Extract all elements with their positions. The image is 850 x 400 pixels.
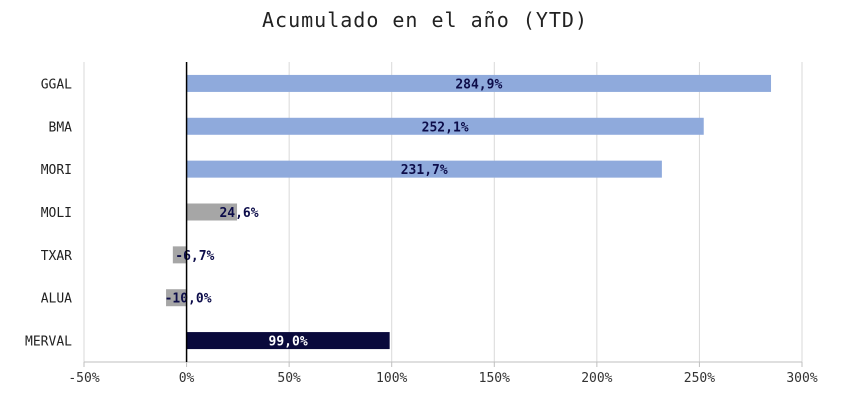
category-label: GGAL xyxy=(41,77,72,92)
bar-alua xyxy=(166,289,187,307)
x-tick-label: 250% xyxy=(684,371,715,386)
bar-merval xyxy=(186,332,390,350)
x-tick-label: -50% xyxy=(68,371,99,386)
bar-mori xyxy=(186,160,662,178)
x-tick-label: 100% xyxy=(376,371,407,386)
data-label: 231,7% xyxy=(401,163,448,178)
category-label: MERVAL xyxy=(25,335,72,350)
category-label: ALUA xyxy=(41,292,72,307)
data-label: 284,9% xyxy=(455,77,502,92)
data-label: -6,7% xyxy=(175,249,214,264)
x-tick-label: 50% xyxy=(277,371,301,386)
bar-bma xyxy=(186,117,704,135)
data-label: 99,0% xyxy=(269,335,308,350)
x-tick-label: 200% xyxy=(581,371,612,386)
data-label: 24,6% xyxy=(219,206,258,221)
data-label: -10,0% xyxy=(165,292,212,307)
bar-ggal xyxy=(186,74,772,92)
bar-txar xyxy=(172,246,187,264)
x-tick-label: 300% xyxy=(786,371,817,386)
category-label: BMA xyxy=(49,120,73,135)
category-label: MOLI xyxy=(41,206,72,221)
data-label: 252,1% xyxy=(422,120,469,135)
category-label: TXAR xyxy=(41,249,72,264)
chart-title: Acumulado en el año (YTD) xyxy=(261,8,589,32)
category-label: MORI xyxy=(41,163,72,178)
x-tick-label: 0% xyxy=(179,371,195,386)
x-tick-label: 150% xyxy=(479,371,510,386)
bar-moli xyxy=(186,203,238,221)
